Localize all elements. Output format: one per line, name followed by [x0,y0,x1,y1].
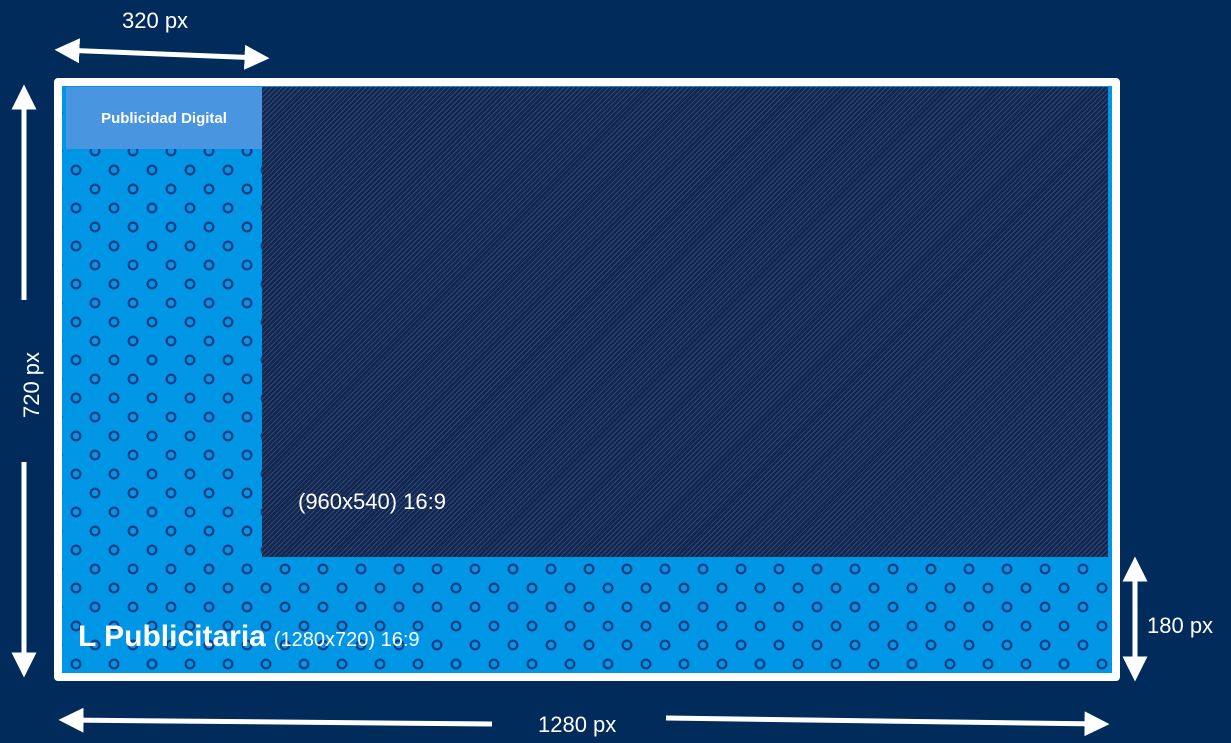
footer-dims: (1280x720) 16:9 [273,629,420,651]
content-area-label: (960x540) 16:9 [298,489,446,514]
content-area: (960x540) 16:9 [262,87,1108,557]
bottom-width-arrow-right [665,711,1110,737]
side-height-label: 180 px [1147,613,1214,638]
height-label: 720 px [19,351,44,419]
publicidad-digital-header: Publicidad Digital [66,87,262,149]
footer-title: L Publicitaria [78,620,266,653]
bottom-width-arrow-left [58,707,493,733]
top-width-label: 320 px [122,8,189,33]
top-width-arrow [54,38,270,70]
bottom-width-label: 1280 px [538,712,617,737]
footer-caption: L Publicitaria (1280x720) 16:9 [78,620,420,654]
